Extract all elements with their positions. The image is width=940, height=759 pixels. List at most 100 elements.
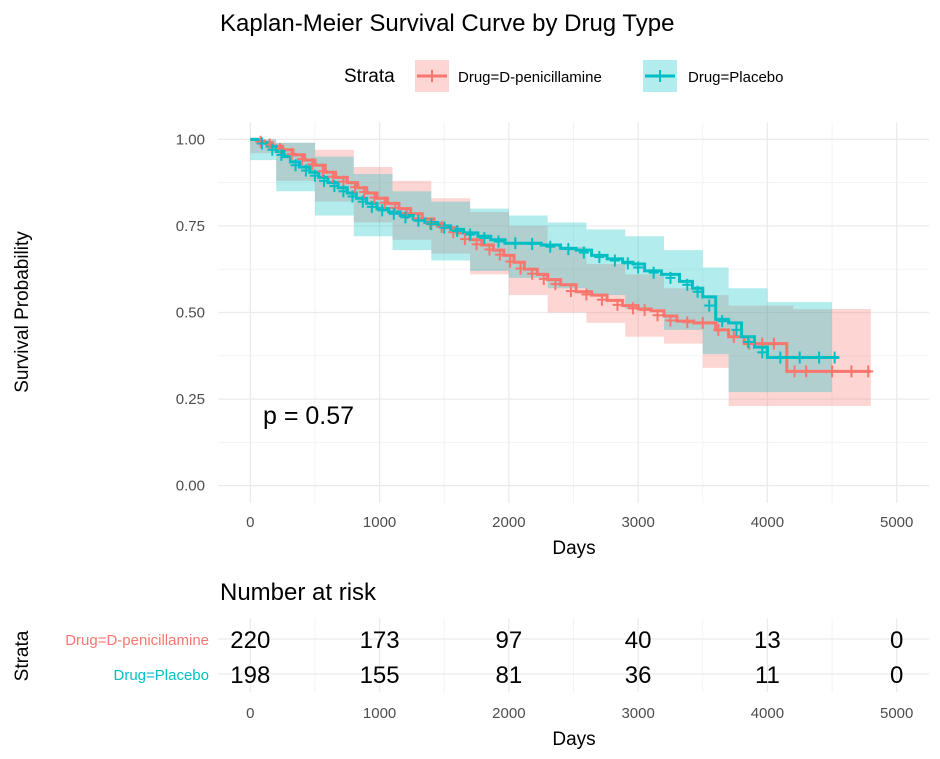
censor-mark-d-penicillamine	[581, 288, 592, 301]
censor-mark-d-penicillamine	[527, 267, 538, 280]
censor-mark-d-penicillamine	[307, 158, 318, 171]
legend: Strata Drug=D-penicillamine Drug=Placebo	[344, 60, 783, 92]
censor-marks	[255, 135, 874, 378]
censor-mark-placebo	[338, 185, 349, 198]
censor-mark-placebo	[290, 159, 301, 172]
risk-x-tick-label: 1000	[363, 705, 396, 722]
censor-mark-d-penicillamine	[697, 316, 708, 329]
censor-mark-d-penicillamine	[286, 147, 297, 160]
y-tick-label: 0.25	[176, 391, 205, 408]
censor-mark-placebo	[388, 207, 399, 220]
censor-mark-d-penicillamine	[682, 316, 693, 329]
censor-mark-d-penicillamine	[317, 165, 328, 178]
x-tick-label: 1000	[363, 514, 396, 531]
censor-mark-d-penicillamine	[515, 262, 526, 275]
censor-mark-placebo	[563, 243, 574, 256]
censor-mark-placebo	[400, 211, 411, 224]
x-tick-label: 3000	[621, 514, 654, 531]
risk-cell: 11	[755, 662, 780, 689]
censor-mark-placebo	[757, 346, 768, 359]
risk-x-tick-label: 5000	[880, 705, 913, 722]
censor-mark-placebo	[256, 137, 267, 150]
risk-x-tick-label: 0	[246, 705, 254, 722]
y-tick-label: 0.50	[176, 305, 205, 322]
risk-strata-label: Drug=Placebo	[114, 667, 209, 684]
risk-table-gridlines	[218, 618, 929, 692]
censor-mark-placebo	[527, 237, 538, 250]
risk-cell: 81	[496, 662, 523, 689]
y-tick-label: 0.75	[176, 218, 205, 235]
censor-mark-d-penicillamine	[863, 365, 874, 378]
censor-mark-d-penicillamine	[328, 170, 339, 183]
censor-mark-placebo	[439, 221, 450, 234]
y-axis-ticks: 0.00 0.25 0.50 0.75 1.00	[176, 131, 205, 494]
censor-mark-d-penicillamine	[565, 285, 576, 298]
censor-mark-placebo	[622, 257, 633, 270]
risk-cell: 155	[360, 662, 400, 689]
censor-mark-placebo	[426, 218, 437, 231]
censor-mark-d-penicillamine	[538, 272, 549, 285]
risk-cell: 13	[754, 627, 781, 654]
survival-plot-panel	[218, 122, 929, 503]
censor-mark-placebo	[633, 261, 644, 274]
censor-mark-placebo	[578, 246, 589, 259]
censor-mark-placebo	[329, 180, 340, 193]
censor-mark-placebo	[493, 235, 504, 248]
p-value-annotation: p = 0.57	[263, 402, 354, 430]
legend-title: Strata	[344, 66, 395, 87]
censor-mark-d-penicillamine	[768, 337, 779, 350]
risk-cell: 40	[625, 627, 652, 654]
censor-mark-d-penicillamine	[827, 365, 838, 378]
censor-mark-placebo	[300, 164, 311, 177]
censor-mark-placebo	[545, 240, 556, 253]
risk-cell: 198	[230, 662, 270, 689]
censor-mark-placebo	[794, 351, 805, 364]
censor-mark-placebo	[704, 299, 715, 312]
censor-mark-placebo	[357, 195, 368, 208]
censor-mark-placebo	[319, 174, 330, 187]
risk-table-x-axis-title: Days	[552, 729, 595, 750]
censor-mark-placebo	[648, 266, 659, 279]
censor-mark-placebo	[682, 278, 693, 291]
censor-mark-d-penicillamine	[369, 191, 380, 204]
legend-item-d-penicillamine[interactable]: Drug=D-penicillamine	[415, 60, 602, 92]
censor-mark-d-penicillamine	[390, 201, 401, 214]
censor-mark-d-penicillamine	[459, 233, 470, 246]
y-tick-label: 0.00	[176, 478, 205, 495]
censor-mark-placebo	[452, 225, 463, 238]
censor-mark-d-penicillamine	[789, 365, 800, 378]
censor-mark-placebo	[829, 351, 840, 364]
censor-mark-placebo	[814, 351, 825, 364]
risk-cell: 0	[890, 662, 903, 689]
risk-x-tick-label: 3000	[621, 705, 654, 722]
censor-mark-d-penicillamine	[484, 243, 495, 256]
x-axis-title: Days	[552, 538, 595, 559]
risk-cell: 173	[360, 627, 400, 654]
censor-mark-d-penicillamine	[713, 323, 724, 336]
legend-label-placebo: Drug=Placebo	[688, 69, 783, 86]
chart-title: Kaplan-Meier Survival Curve by Drug Type	[220, 10, 674, 37]
legend-label-d-penicillamine: Drug=D-penicillamine	[458, 69, 602, 86]
risk-table-title: Number at risk	[220, 579, 377, 606]
x-tick-label: 5000	[880, 514, 913, 531]
legend-item-placebo[interactable]: Drug=Placebo	[643, 60, 783, 92]
censor-mark-d-penicillamine	[652, 309, 663, 322]
censor-mark-d-penicillamine	[728, 330, 739, 343]
risk-table-strata-labels: Drug=D-penicillamine Drug=Placebo	[65, 632, 209, 684]
survival-curve-placebo	[250, 137, 839, 360]
censor-mark-placebo	[609, 254, 620, 267]
risk-x-tick-label: 4000	[751, 705, 784, 722]
censor-mark-d-penicillamine	[297, 153, 308, 166]
censor-mark-d-penicillamine	[596, 293, 607, 306]
censor-mark-d-penicillamine	[801, 365, 812, 378]
censor-mark-d-penicillamine	[665, 314, 676, 327]
censor-mark-placebo	[267, 143, 278, 156]
risk-cell: 36	[625, 662, 652, 689]
censor-mark-d-penicillamine	[471, 238, 482, 251]
censor-mark-placebo	[377, 204, 388, 217]
censor-mark-placebo	[692, 285, 703, 298]
y-axis-title: Survival Probability	[12, 231, 33, 393]
censor-mark-d-penicillamine	[359, 185, 370, 198]
risk-strata-label: Drug=D-penicillamine	[65, 632, 209, 649]
